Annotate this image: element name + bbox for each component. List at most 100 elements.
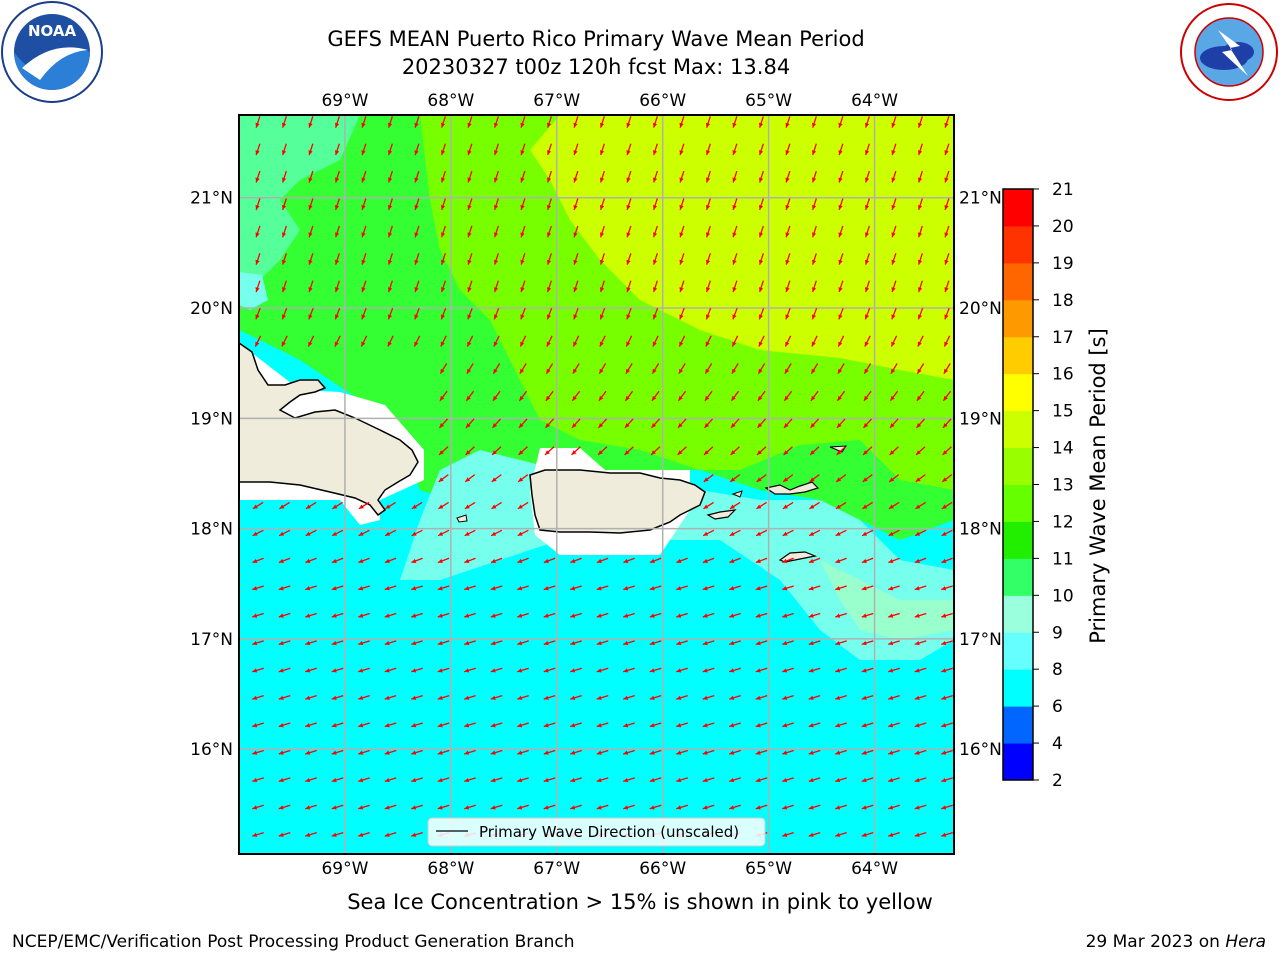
- wave-direction-arrowhead: [891, 177, 896, 183]
- wave-direction-arrowhead: [596, 805, 602, 810]
- wave-direction-arrowhead: [914, 558, 920, 563]
- wave-direction-arrowhead: [941, 750, 947, 755]
- wave-direction-arrowhead: [888, 586, 894, 591]
- wave-direction-arrowhead: [252, 832, 258, 837]
- wave-direction-arrowhead: [493, 177, 499, 183]
- wave-direction-arrowhead: [440, 368, 445, 374]
- wave-direction-arrowhead: [387, 259, 393, 265]
- colorbar-title: Primary Wave Mean Period [s]: [1086, 328, 1110, 644]
- wave-direction-arrowhead: [942, 423, 948, 428]
- wave-direction-arrowhead: [252, 586, 258, 591]
- wave-direction-arrowhead: [649, 640, 655, 646]
- wave-direction-arrowhead: [861, 558, 867, 563]
- wave-direction-arrowhead: [467, 341, 472, 347]
- wave-direction-arrowhead: [520, 204, 525, 210]
- wave-direction-arrowhead: [255, 314, 260, 320]
- wave-direction-arrowhead: [278, 640, 284, 646]
- wave-direction-arrowhead: [570, 777, 576, 783]
- wave-direction-arrowhead: [914, 723, 920, 728]
- wave-direction-arrowhead: [757, 395, 763, 401]
- wave-direction-arrowhead: [414, 204, 419, 210]
- wave-direction-arrowhead: [490, 805, 496, 810]
- wave-direction-arrowhead: [968, 833, 973, 837]
- wave-direction-arrowhead: [358, 558, 364, 563]
- wave-direction-arrowhead: [864, 232, 870, 238]
- wave-direction-arrowhead: [358, 613, 364, 618]
- wave-direction-arrowhead: [783, 477, 789, 482]
- wave-direction-arrowhead: [758, 177, 764, 183]
- wave-direction-arrowhead: [944, 232, 949, 238]
- wave-direction-arrowhead: [517, 805, 523, 810]
- wave-direction-arrowhead: [439, 423, 445, 428]
- wave-direction-arrowhead: [493, 232, 499, 238]
- wave-direction-arrowhead: [411, 723, 417, 728]
- wave-direction-arrowhead: [411, 613, 417, 618]
- wave-direction-arrowhead: [440, 232, 446, 238]
- wave-direction-arrowhead: [305, 586, 311, 591]
- wave-direction-arrowhead: [543, 668, 549, 673]
- wave-direction-arrowhead: [704, 395, 710, 401]
- wave-direction-arrowhead: [490, 668, 496, 673]
- wave-direction-arrowhead: [332, 504, 338, 509]
- wave-direction-arrowhead: [917, 314, 923, 320]
- wave-direction-arrowhead: [758, 259, 764, 265]
- wave-direction-arrowhead: [517, 531, 523, 536]
- wave-direction-arrowhead: [835, 586, 841, 591]
- wave-direction-arrowhead: [543, 558, 549, 563]
- wave-direction-arrow: [970, 363, 976, 373]
- wave-direction-arrowhead: [702, 695, 708, 700]
- wave-direction-arrowhead: [255, 122, 260, 128]
- colorbar-tick-label: 15: [1052, 402, 1074, 422]
- wave-direction-arrowhead: [492, 395, 498, 401]
- wave-direction-arrowhead: [785, 177, 790, 183]
- wave-direction-arrowhead: [705, 314, 711, 320]
- wave-direction-arrowhead: [809, 531, 815, 536]
- wave-direction-arrowhead: [649, 805, 655, 810]
- wave-direction-arrowhead: [782, 640, 788, 646]
- wave-direction-arrowhead: [732, 122, 737, 128]
- wave-direction-arrowhead: [861, 586, 867, 591]
- wave-direction-arrow: [968, 723, 979, 727]
- wave-direction-arrowhead: [281, 314, 287, 320]
- wave-direction-arrowhead: [838, 287, 843, 293]
- wave-direction-arrowhead: [334, 204, 340, 210]
- mona-island-land: [456, 514, 468, 523]
- wave-direction-arrowhead: [785, 287, 790, 293]
- wave-direction-arrowhead: [732, 177, 737, 183]
- wave-direction-arrowhead: [758, 204, 764, 210]
- wave-direction-arrowhead: [835, 777, 841, 783]
- sea-ice-note: Sea Ice Concentration > 15% is shown in …: [347, 890, 933, 914]
- wave-direction-arrowhead: [545, 450, 550, 455]
- wave-direction-arrowhead: [705, 122, 711, 128]
- wave-direction-arrowhead: [944, 287, 949, 293]
- wave-direction-arrowhead: [543, 586, 549, 591]
- wave-direction-arrowhead: [968, 614, 973, 618]
- wave-direction-arrowhead: [968, 778, 973, 782]
- wave-direction-arrowhead: [835, 531, 841, 536]
- wave-direction-arrowhead: [255, 204, 260, 210]
- wave-direction-arrowhead: [623, 558, 629, 563]
- wave-direction-arrowhead: [888, 531, 894, 536]
- wave-direction-arrowhead: [702, 723, 708, 728]
- wave-direction-arrow: [968, 558, 979, 562]
- wave-direction-arrowhead: [334, 177, 340, 183]
- wave-direction-arrowhead: [649, 777, 655, 783]
- wave-direction-arrowhead: [809, 504, 815, 509]
- legend-box: [427, 817, 766, 847]
- wave-direction-arrowhead: [941, 723, 947, 728]
- wave-direction-arrowhead: [493, 122, 499, 128]
- wave-direction-arrowhead: [361, 287, 366, 293]
- wave-direction-arrowhead: [255, 341, 260, 347]
- wave-direction-arrowhead: [755, 805, 761, 810]
- lon-tick-label-bottom: 68°W: [427, 859, 474, 879]
- wave-direction-arrow: [968, 778, 979, 782]
- wave-direction-arrowhead: [305, 668, 311, 673]
- wave-direction-arrowhead: [971, 232, 975, 237]
- wave-direction-arrowhead: [676, 640, 682, 646]
- graticule: [239, 115, 954, 854]
- wave-direction-arrowhead: [891, 232, 896, 238]
- wave-direction-arrowhead: [599, 368, 604, 374]
- wave-direction-arrowhead: [358, 640, 364, 646]
- wave-direction-arrowhead: [440, 204, 446, 210]
- wave-direction-arrowhead: [758, 150, 764, 156]
